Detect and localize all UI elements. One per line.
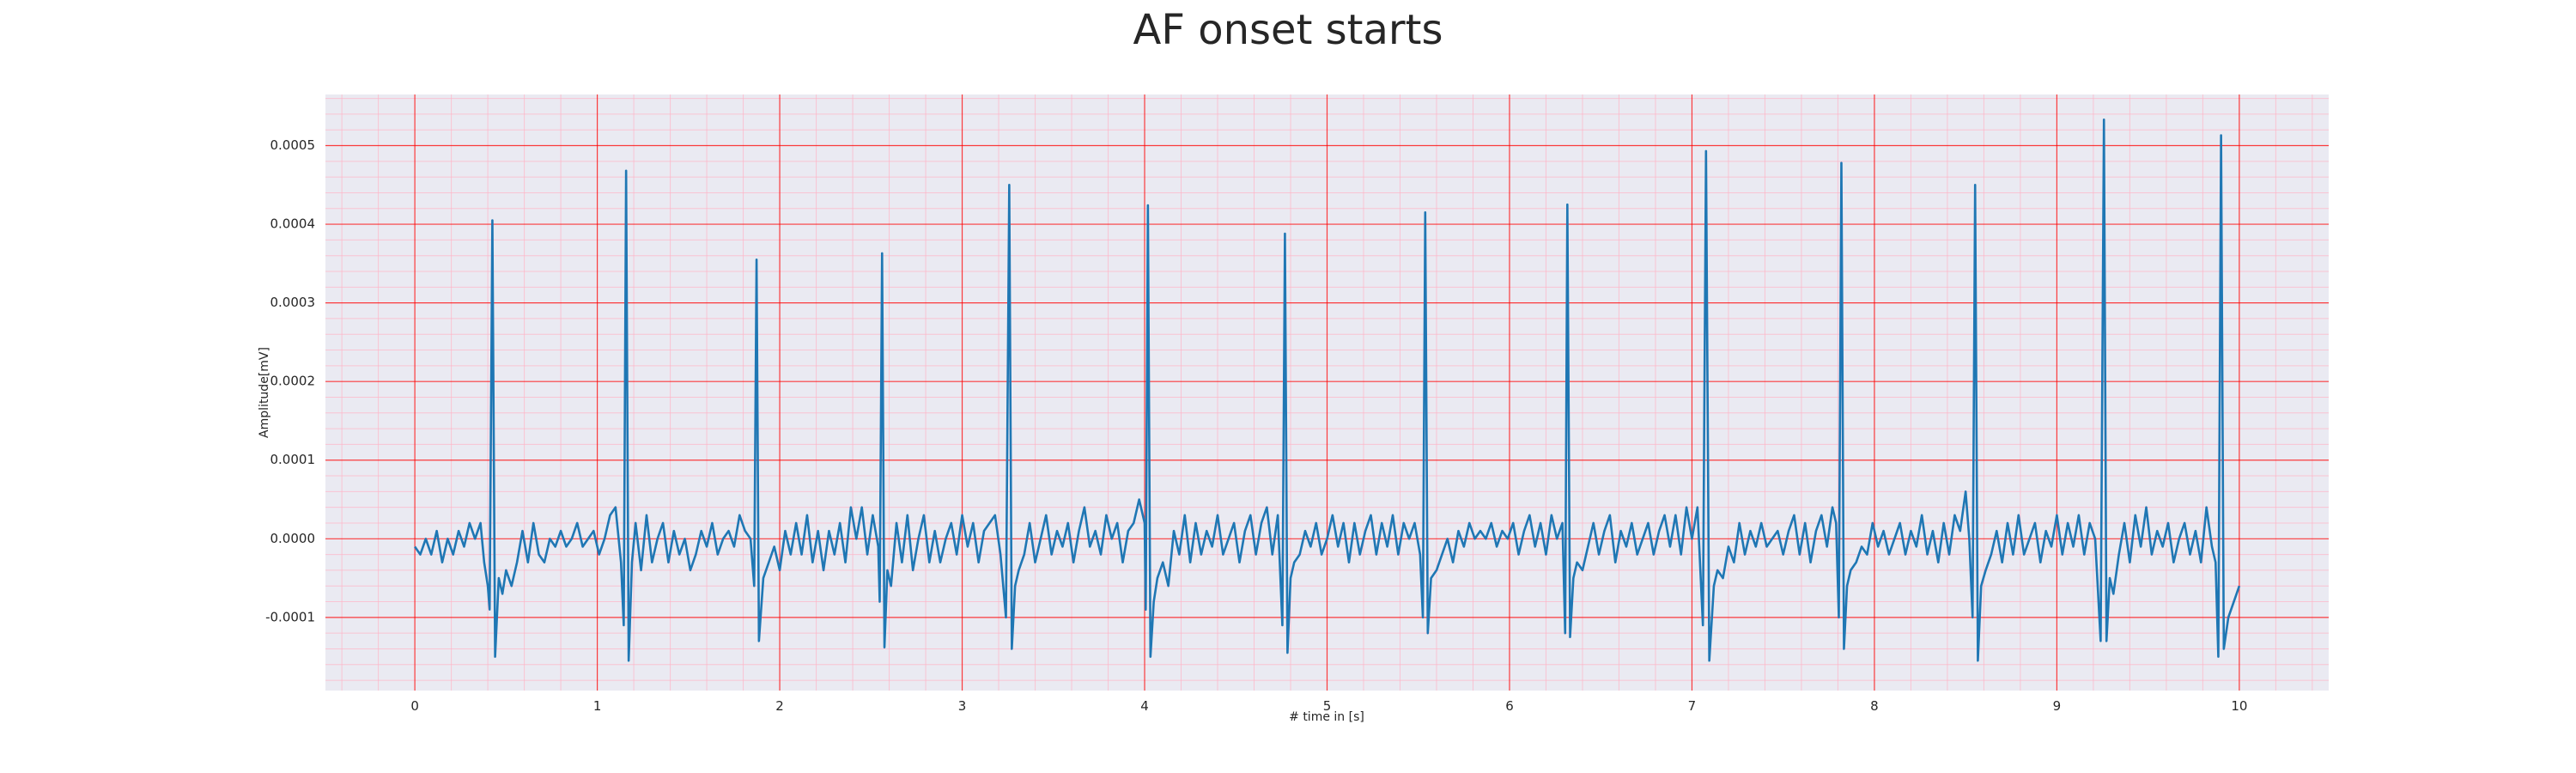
x-tick-label: 4: [1140, 698, 1149, 714]
x-tick-label: 9: [2053, 698, 2062, 714]
x-tick-label: 10: [2231, 698, 2247, 714]
x-tick-label: 0: [410, 698, 419, 714]
x-axis-label: # time in [s]: [1289, 710, 1364, 724]
chart-title: AF onset starts: [1133, 6, 1443, 54]
x-tick-label: 3: [958, 698, 967, 714]
x-tick-label: 8: [1870, 698, 1879, 714]
line: [414, 119, 2241, 662]
x-tick-label: 6: [1505, 698, 1514, 714]
y-tick-label: 0.0004: [270, 216, 316, 232]
y-axis-label: Amplitude[mV]: [258, 347, 271, 438]
x-tick-label: 7: [1688, 698, 1697, 714]
y-tick-label: -0.0001: [265, 609, 315, 624]
y-tick-label: 0.0003: [270, 295, 316, 310]
y-tick-label: 0.0001: [270, 452, 316, 467]
x-tick-label: 1: [593, 698, 602, 714]
y-tick-label: 0.0005: [270, 137, 316, 153]
x-tick-label: 2: [775, 698, 784, 714]
grid: [325, 94, 2329, 691]
y-tick-label: 0.0002: [270, 374, 316, 389]
x-tick-label: 5: [1323, 698, 1332, 714]
y-tick-label: 0.0000: [270, 531, 316, 546]
